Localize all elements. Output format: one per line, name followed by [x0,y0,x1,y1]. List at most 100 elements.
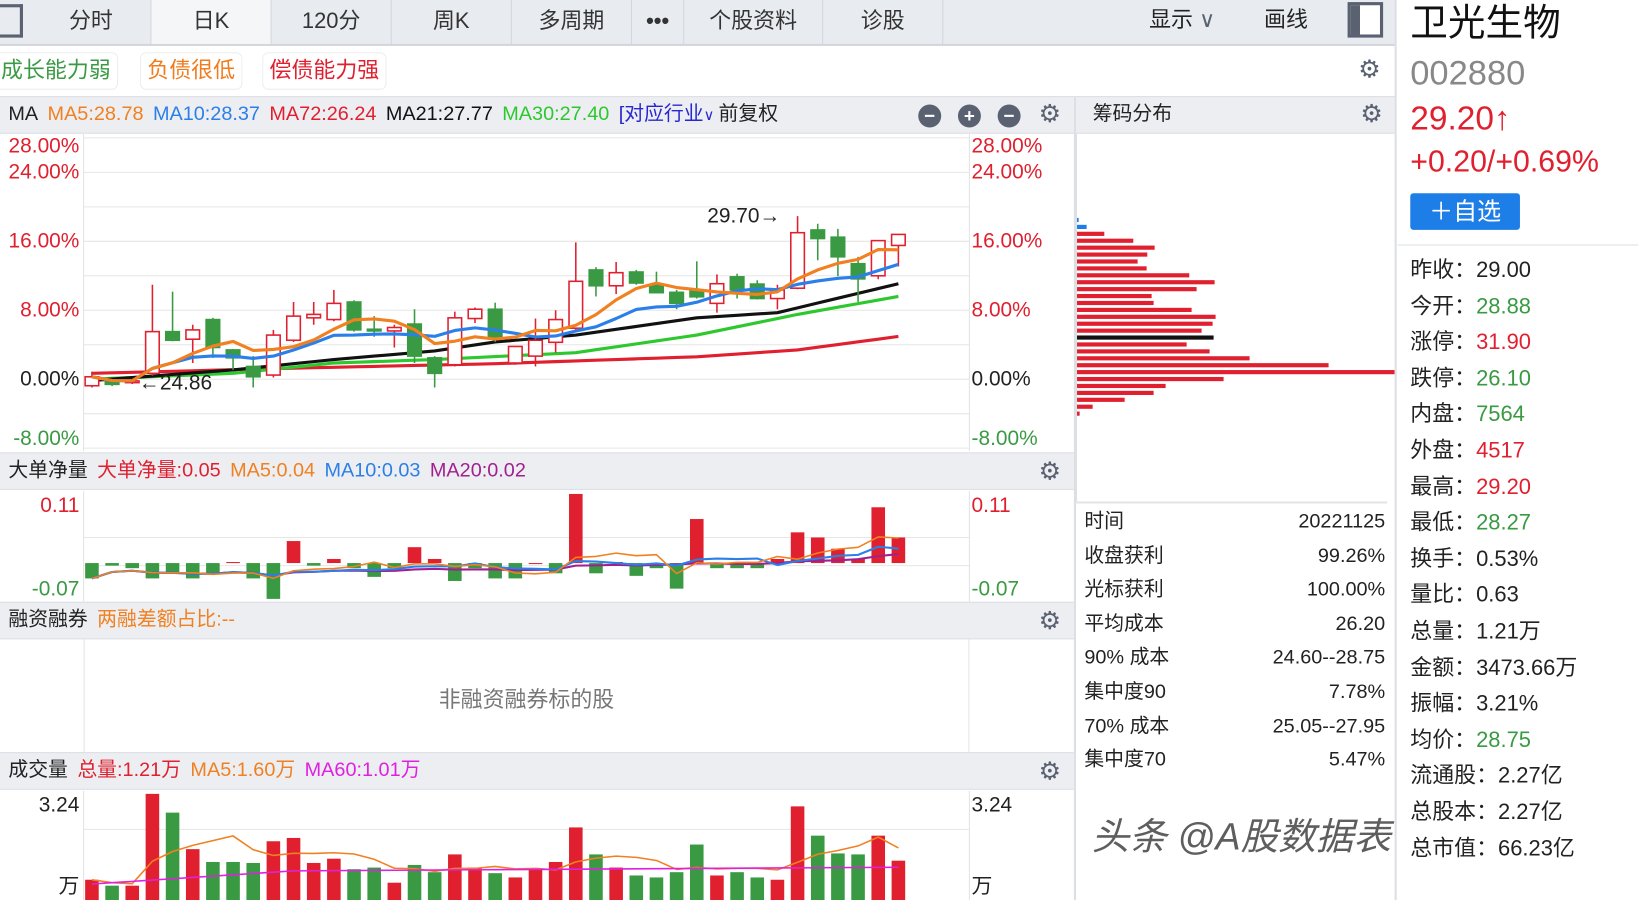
y-tick: 28.00% [8,134,80,158]
netflow-bar [266,563,281,599]
zoom-out-icon[interactable]: − [918,104,942,128]
period-tab-bar: 分时 日K 120分 周K 多周期 ••• 个股资料 诊股 显示 ∨ 画线 [0,0,1395,46]
volume-bar [488,873,502,900]
ma30-line [91,294,899,381]
quote-stat-row: 跌停：26.10 [1410,365,1531,392]
volume-bar [206,861,220,900]
ma10-line [91,262,899,383]
stat-label: 昨收： [1410,258,1477,283]
chip-bar [1075,376,1224,382]
chip-bar [1075,321,1213,326]
volume-bar [851,854,865,900]
candle-body [427,357,443,375]
chip-stat-value: 7.78% [1328,681,1386,704]
chip-title: 筹码分布 [1092,103,1173,126]
volume-title: 成交量 [8,759,68,782]
ma5-line [91,247,899,383]
stat-value: 31.90 [1476,330,1531,355]
tab-diagnosis[interactable]: 诊股 [823,0,944,44]
candle-body [810,229,826,240]
y-tick: 16.00% [971,229,1043,253]
tab-intraday[interactable]: 分时 [31,0,152,44]
draw-line-button[interactable]: 画线 [1264,8,1308,33]
candle-body [729,276,745,291]
stat-value: 2.27亿 [1498,764,1563,789]
stat-label: 均价： [1410,727,1477,752]
tab-stock-profile[interactable]: 个股资料 [684,0,824,44]
industry-label: [对应行业 [618,103,704,126]
stat-value: 0.53% [1476,547,1539,572]
volume-chart[interactable] [0,790,1074,900]
tab-multi-period[interactable]: 多周期 [512,0,633,44]
stat-value: 29.20 [1476,474,1531,499]
volume-bar [286,837,301,900]
gear-icon[interactable]: ⚙ [1038,457,1062,486]
netflow-bar [306,563,321,566]
netflow-bar [427,558,442,564]
add-watchlist-button[interactable]: ＋自选 [1410,193,1520,230]
quote-stat-row: 金额：3473.66万 [1410,655,1577,682]
volume-ma5-line [91,835,899,885]
y-tick: 24.00% [971,160,1043,184]
panel-divider [1073,96,1076,900]
volume-ma5: MA5:1.60万 [190,759,296,782]
y-tick: 24.00% [8,160,80,184]
zoom-out-icon[interactable]: − [997,104,1021,128]
tab-daily-k[interactable]: 日K [151,0,272,44]
chip-bar [1075,252,1148,257]
tab-weekly-k[interactable]: 周K [392,0,512,44]
chip-bar [1075,411,1080,416]
volume-bar [790,806,805,900]
more-tabs-button[interactable]: ••• [632,0,685,44]
netflow-bar [286,541,301,564]
chip-stat-value: 25.05--27.95 [1272,715,1386,738]
gear-icon[interactable]: ⚙ [1038,100,1062,129]
chip-stat-label: 收盘获利 [1084,544,1164,567]
margin-empty-text: 非融资融券标的股 [438,688,615,713]
stat-label: 量比： [1410,583,1477,608]
stat-label: 内盘： [1410,402,1477,427]
quote-stat-row: 流通股：2.27亿 [1410,763,1562,790]
gear-icon[interactable]: ⚙ [1038,606,1062,636]
chip-bar [1075,307,1192,312]
chip-bar [1075,266,1147,271]
gear-icon[interactable]: ⚙ [1360,100,1383,129]
volume-bar [689,844,704,900]
adjust-mode-button[interactable]: 前复权 [718,103,779,126]
gear-icon[interactable]: ⚙ [1358,55,1381,84]
zoom-in-icon[interactable]: + [957,104,981,128]
netflow-chart[interactable] [0,490,1074,602]
gear-icon[interactable]: ⚙ [1038,757,1062,786]
chip-bar [1075,370,1395,375]
volume-bar [306,862,321,900]
netflow-bar [589,563,603,574]
industry-dropdown[interactable]: [对应行业∨ [619,103,715,125]
watermark: 头条 @A股数据表 [1091,814,1392,858]
chip-bar [1075,231,1105,236]
y-tick: -0.07 [31,577,80,601]
netflow-bar [246,563,261,579]
netflow-bar [387,563,402,569]
stat-label: 振幅： [1410,691,1477,716]
candle-body [144,330,160,375]
chip-stat-label: 光标获利 [1084,578,1164,601]
netflow-bar [85,563,99,579]
low-annotation: ←24.86 [138,371,213,395]
display-dropdown[interactable]: 显示 ∨ [1149,0,1215,42]
netflow-bar [125,563,140,569]
netflow-bar [347,563,361,569]
candlestick-chart[interactable] [0,133,1074,452]
candle-body [487,308,503,340]
volume-bar [831,853,845,900]
sidebar-toggle-icon[interactable] [0,4,23,38]
volume-bar [528,869,543,900]
stat-label: 外盘： [1410,438,1477,463]
tab-120min[interactable]: 120分 [272,0,392,44]
chip-bar [1075,245,1155,250]
chip-header: 筹码分布 [1075,96,1395,134]
y-tick: 16.00% [8,229,80,253]
chip-stat-value: 5.47% [1328,749,1386,772]
panel-layout-icon[interactable] [1347,2,1384,38]
volume-bar [649,877,664,900]
